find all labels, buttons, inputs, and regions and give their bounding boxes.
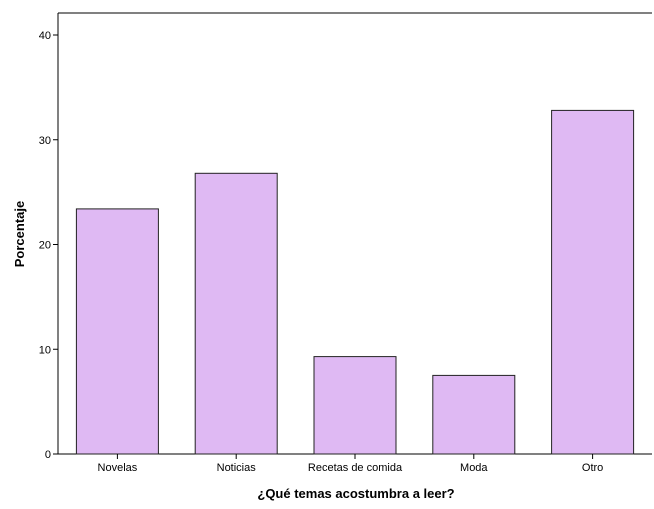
y-tick-label: 30 <box>39 135 51 147</box>
x-tick-label: Noticias <box>217 462 257 474</box>
bar-1 <box>194 172 278 455</box>
x-axis-ticks: Novelas Noticias Recetas de comida Moda Otro <box>98 454 603 474</box>
y-axis-ticks: 0 10 20 30 40 <box>39 30 58 461</box>
y-tick-label: 0 <box>45 449 51 461</box>
x-tick-label: Moda <box>460 462 488 474</box>
y-axis-title: Porcentaje <box>12 201 27 267</box>
bar-2 <box>313 356 397 455</box>
bar-0 <box>75 208 159 455</box>
y-tick-label: 10 <box>39 344 51 356</box>
bar-3 <box>432 374 516 455</box>
x-tick-label: Novelas <box>98 462 138 474</box>
bar-4 <box>551 109 635 455</box>
x-tick-label: Recetas de comida <box>308 462 403 474</box>
x-axis-title: ¿Qué temas acostumbra a leer? <box>257 486 454 501</box>
x-tick-label: Otro <box>582 462 603 474</box>
y-tick-label: 20 <box>39 240 51 252</box>
bars-group <box>75 109 635 455</box>
y-tick-label: 40 <box>39 30 51 42</box>
